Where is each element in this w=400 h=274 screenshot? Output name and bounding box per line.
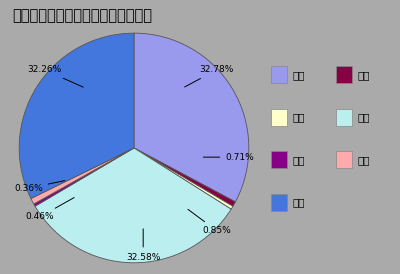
Text: 32.78%: 32.78% xyxy=(185,65,234,87)
Bar xyxy=(336,66,352,83)
Wedge shape xyxy=(19,33,134,199)
Text: 购买笔记本电脑前你最先考虑的因素: 购买笔记本电脑前你最先考虑的因素 xyxy=(12,8,152,23)
Text: 服务: 服务 xyxy=(292,70,305,80)
Text: 品牌: 品牌 xyxy=(292,155,305,165)
Wedge shape xyxy=(134,148,235,206)
Text: 价格: 价格 xyxy=(358,70,370,80)
Text: 0.71%: 0.71% xyxy=(203,153,254,162)
Text: 外观: 外观 xyxy=(358,155,370,165)
Text: 0.46%: 0.46% xyxy=(26,198,74,221)
Bar xyxy=(271,66,287,83)
Wedge shape xyxy=(31,148,134,204)
Text: 32.58%: 32.58% xyxy=(126,229,160,262)
Wedge shape xyxy=(35,148,231,263)
Text: 32.26%: 32.26% xyxy=(27,65,83,87)
Text: 0.36%: 0.36% xyxy=(14,181,65,193)
Wedge shape xyxy=(134,148,233,209)
Text: 质量: 质量 xyxy=(292,112,305,122)
Text: 0.85%: 0.85% xyxy=(188,209,231,235)
Wedge shape xyxy=(34,148,134,206)
Bar xyxy=(336,151,352,168)
Text: 重量: 重量 xyxy=(292,197,305,207)
Wedge shape xyxy=(134,33,249,202)
Bar xyxy=(271,194,287,211)
Bar xyxy=(336,109,352,126)
Text: 配置: 配置 xyxy=(358,112,370,122)
Bar xyxy=(271,151,287,168)
Bar xyxy=(271,109,287,126)
